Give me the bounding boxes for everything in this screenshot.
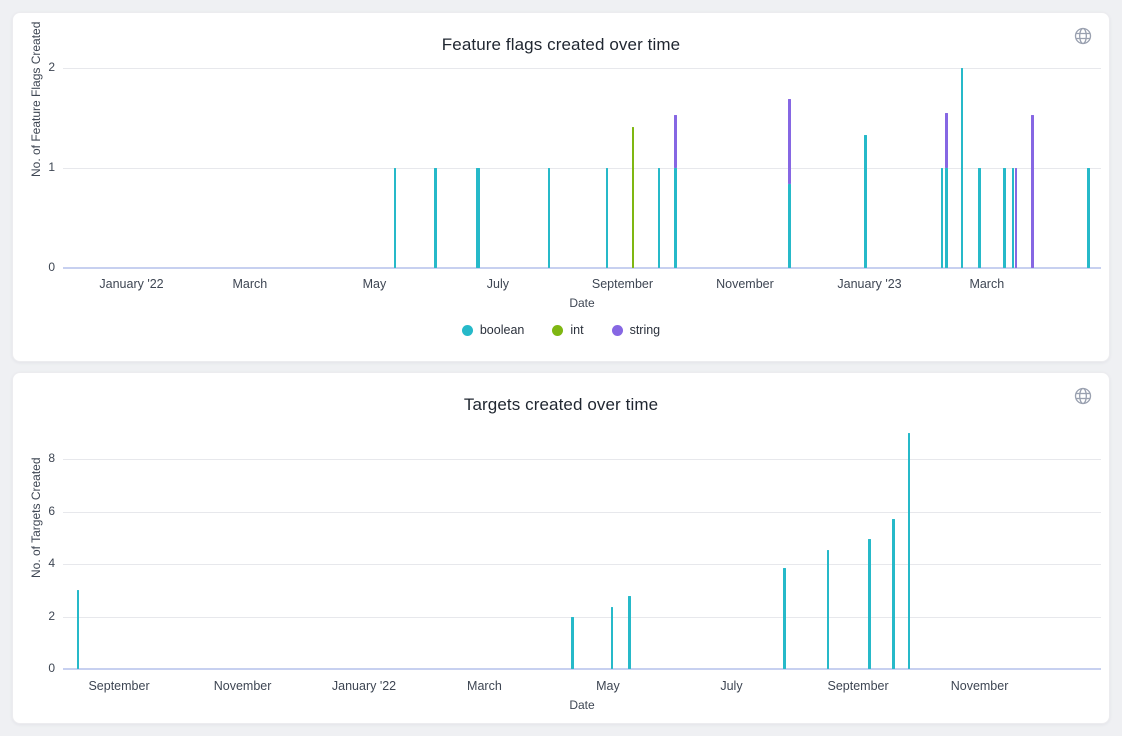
legend-label: boolean: [479, 323, 525, 337]
x-tick-label: May: [596, 679, 620, 693]
bar-boolean[interactable]: [547, 168, 551, 268]
bar-targets[interactable]: [868, 539, 871, 669]
x-tick-label: January '23: [837, 277, 902, 291]
x-tick-label: July: [486, 277, 510, 291]
legend-item-int[interactable]: int: [552, 323, 584, 337]
bar-boolean[interactable]: [945, 168, 948, 268]
bar-string[interactable]: [674, 115, 677, 168]
chart-title: Targets created over time: [463, 395, 659, 414]
bar-int[interactable]: [631, 127, 635, 268]
legend-swatch-boolean: [461, 324, 473, 336]
x-tick-label: March: [969, 277, 1005, 291]
y-tick-label: 2: [48, 608, 55, 623]
x-tick-label: March: [232, 277, 268, 291]
gridline: [63, 564, 1101, 565]
y-tick-label: 1: [48, 160, 55, 174]
bar-string[interactable]: [1031, 115, 1034, 268]
legend-label: string: [629, 323, 661, 337]
bar-targets[interactable]: [628, 595, 631, 669]
bar-boolean[interactable]: [978, 168, 981, 268]
x-tick-label: July: [720, 679, 743, 693]
bar-string[interactable]: [788, 99, 791, 184]
bar-targets[interactable]: [783, 567, 786, 669]
bar-boolean[interactable]: [1003, 168, 1006, 268]
x-tick-label: November: [213, 679, 272, 693]
y-tick-label: 0: [48, 260, 55, 274]
x-tick-label: January '22: [99, 277, 164, 291]
x-tick-label: March: [467, 679, 502, 693]
x-axis-title: Date: [569, 296, 595, 310]
x-axis-title: Date: [569, 698, 595, 712]
x-tick-label: November: [950, 679, 1009, 693]
bar-targets[interactable]: [571, 616, 574, 669]
bar-targets[interactable]: [826, 549, 830, 669]
x-tick-label: May: [362, 277, 387, 291]
globe-icon[interactable]: [1073, 386, 1093, 406]
globe-icon[interactable]: [1073, 26, 1093, 46]
gridline: [63, 616, 1101, 618]
bar-boolean[interactable]: [674, 168, 677, 268]
gridline: [63, 68, 1101, 69]
bar-targets[interactable]: [76, 590, 80, 669]
x-tick-label: September: [88, 679, 150, 693]
legend-label: int: [570, 323, 584, 337]
bar-boolean[interactable]: [605, 168, 609, 268]
bar-boolean[interactable]: [788, 184, 791, 268]
bar-boolean[interactable]: [940, 168, 944, 268]
bar-targets[interactable]: [610, 607, 614, 669]
targets-chart-card: Targets created over time No. of Targets…: [12, 372, 1110, 724]
legend-item-boolean[interactable]: boolean: [461, 323, 525, 337]
x-axis-zero-line: [63, 668, 1101, 670]
y-tick-label: 2: [48, 60, 55, 74]
y-tick-label: 0: [48, 661, 55, 675]
bar-targets[interactable]: [892, 519, 895, 669]
bar-boolean[interactable]: [864, 135, 867, 268]
bar-boolean[interactable]: [960, 68, 964, 268]
bar-string[interactable]: [945, 113, 948, 168]
legend-swatch-int: [552, 324, 564, 336]
chart-title: Feature flags created over time: [441, 35, 681, 54]
gridline: [63, 511, 1101, 513]
bar-boolean[interactable]: [1011, 168, 1015, 268]
y-tick-label: 6: [48, 503, 55, 518]
y-tick-label: 4: [48, 556, 55, 570]
bar-boolean[interactable]: [476, 168, 481, 268]
bar-boolean[interactable]: [434, 168, 437, 268]
gridline: [63, 459, 1101, 460]
y-tick-label: 8: [48, 451, 55, 465]
bar-boolean[interactable]: [1087, 168, 1090, 268]
x-tick-label: January '22: [331, 679, 397, 693]
bar-string[interactable]: [1014, 168, 1018, 268]
x-tick-label: September: [827, 679, 889, 693]
bar-boolean[interactable]: [393, 168, 397, 268]
legend-swatch-string: [611, 324, 623, 336]
bar-targets[interactable]: [907, 432, 911, 669]
x-tick-label: September: [591, 277, 654, 291]
x-axis-zero-line: [63, 267, 1101, 269]
bar-boolean[interactable]: [657, 168, 661, 268]
gridline: [63, 168, 1101, 169]
x-tick-label: November: [716, 277, 774, 291]
legend: boolean int string: [13, 323, 1109, 337]
legend-item-string[interactable]: string: [611, 323, 661, 337]
feature-flags-chart-card: Feature flags created over time No. of F…: [12, 12, 1110, 362]
